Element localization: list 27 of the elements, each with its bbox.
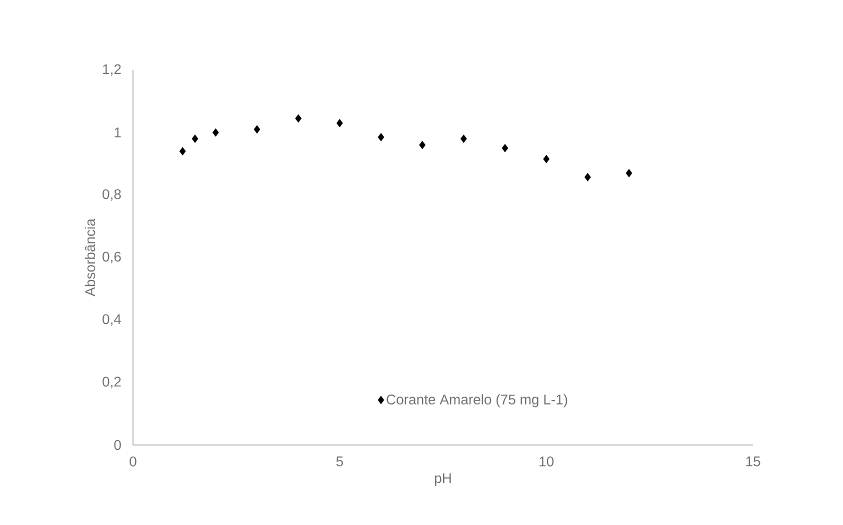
x-tick-label: 15 [746, 456, 760, 466]
point [192, 134, 198, 143]
point [502, 144, 508, 152]
legend-label: Corante Amarelo (75 mg L-1) [386, 394, 568, 408]
y-tick-label: 0,4 [102, 314, 122, 326]
x-axis-title: pH [434, 473, 451, 486]
y-axis-title: Absorbância [84, 218, 96, 296]
point [584, 172, 591, 182]
y-tick-label: 0,2 [102, 376, 121, 388]
point [336, 118, 343, 128]
point [378, 132, 384, 142]
point [419, 140, 426, 150]
y-tick-label: 0,8 [102, 189, 121, 201]
point [212, 128, 219, 137]
x-tick-label: 0 [130, 456, 136, 466]
point [626, 168, 632, 178]
y-tick-label: 0 [114, 440, 121, 450]
point [543, 154, 550, 164]
x-tick-label: 5 [336, 456, 343, 466]
y-tick-label: 1,2 [103, 64, 121, 76]
point [179, 147, 186, 156]
y-tick-label: 0,6 [102, 252, 121, 264]
point [254, 125, 260, 134]
point [460, 134, 467, 143]
y-tick-label: 1 [114, 128, 121, 138]
point [295, 114, 302, 123]
x-tick-label: 10 [540, 456, 554, 466]
